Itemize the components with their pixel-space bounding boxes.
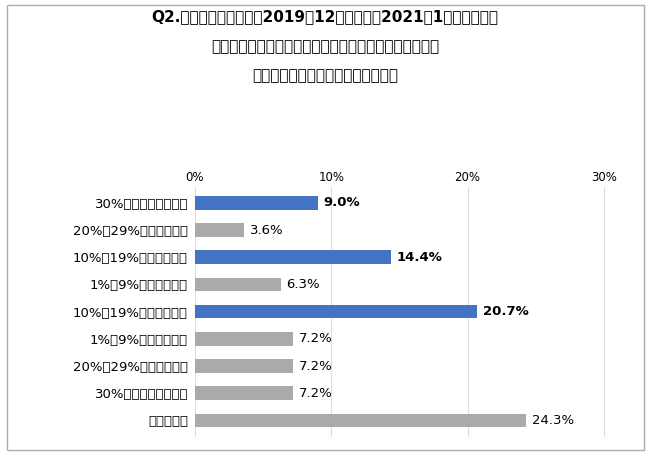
Text: Q2.新型コロナ流行前の2019年12月と現在（2021年1月）を比べ、: Q2.新型コロナ流行前の2019年12月と現在（2021年1月）を比べ、 — [151, 9, 499, 24]
Text: 7.2%: 7.2% — [298, 332, 332, 345]
Text: 24.3%: 24.3% — [532, 414, 574, 427]
Text: 3.6%: 3.6% — [250, 223, 283, 237]
Bar — [195, 414, 526, 427]
Bar — [195, 332, 293, 346]
Text: 7.2%: 7.2% — [298, 387, 332, 400]
Bar — [195, 305, 477, 318]
Bar — [195, 223, 244, 237]
Bar — [195, 386, 293, 400]
Bar — [195, 359, 293, 373]
Text: 14.4%: 14.4% — [396, 251, 443, 264]
Text: 9.0%: 9.0% — [323, 197, 359, 209]
Bar — [195, 278, 281, 291]
Bar — [195, 250, 391, 264]
Text: 6.3%: 6.3% — [286, 278, 320, 291]
Text: 20.7%: 20.7% — [482, 305, 528, 318]
Bar — [195, 196, 318, 210]
Text: 調べずに直感でお答えください。: 調べずに直感でお答えください。 — [252, 68, 398, 83]
Text: 日経平均株価はどのようになっていると思いますか。: 日経平均株価はどのようになっていると思いますか。 — [211, 39, 439, 54]
Text: 7.2%: 7.2% — [298, 359, 332, 373]
